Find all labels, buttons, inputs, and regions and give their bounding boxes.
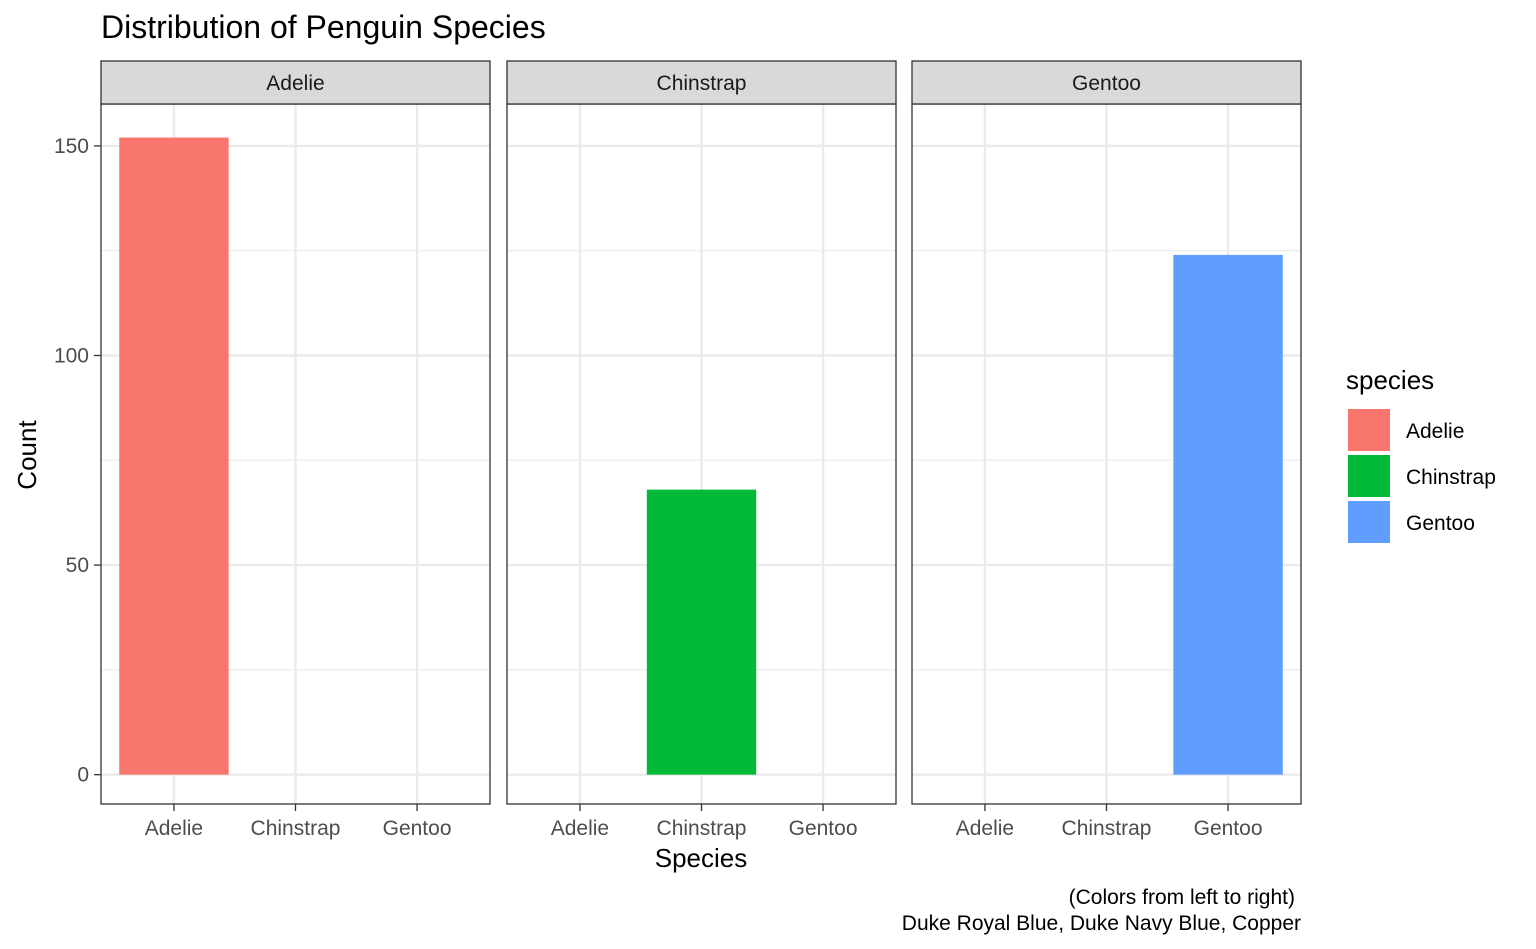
x-tick-label: Gentoo [1194, 817, 1263, 840]
facet-strip [100, 60, 491, 105]
legend-key-chinstrap [1348, 455, 1390, 497]
facet-panel-gentoo: Gentoo Adelie Chinstrap Gentoo [911, 60, 1302, 840]
legend-key-adelie [1348, 409, 1390, 451]
chart-title: Distribution of Penguin Species [101, 9, 546, 45]
y-tick-label: 150 [54, 135, 89, 158]
legend-label: Adelie [1406, 420, 1464, 443]
y-tick-label: 50 [66, 554, 89, 577]
facet-strip-label: Gentoo [1072, 72, 1141, 95]
x-tick-label: Chinstrap [251, 817, 341, 840]
caption-line-1: (Colors from left to right) [1069, 886, 1295, 909]
x-tick-label: Chinstrap [1062, 817, 1152, 840]
bar-chinstrap [646, 489, 757, 775]
bar-gentoo [1173, 254, 1283, 775]
x-tick-label: Adelie [551, 817, 609, 840]
facet-strip [911, 60, 1302, 105]
legend-title: species [1346, 365, 1434, 395]
facet-panel-chinstrap: Chinstrap Adelie Chinstrap Gentoo [506, 60, 897, 840]
facet-strip [506, 60, 897, 105]
y-axis-title: Count [12, 420, 42, 490]
x-tick-label: Adelie [956, 817, 1014, 840]
facet-strip-label: Chinstrap [657, 72, 747, 95]
facet-strip-label: Adelie [266, 72, 324, 95]
bar-adelie [119, 137, 229, 775]
x-tick-label: Gentoo [383, 817, 452, 840]
legend: species Adelie Chinstrap Gentoo [1346, 365, 1496, 543]
caption-line-2: Duke Royal Blue, Duke Navy Blue, Copper [902, 912, 1301, 935]
x-tick-label: Gentoo [789, 817, 858, 840]
legend-label: Gentoo [1406, 512, 1475, 535]
legend-label: Chinstrap [1406, 466, 1496, 489]
x-tick-label: Chinstrap [657, 817, 747, 840]
x-axis-title: Species [655, 843, 748, 873]
y-tick-label: 0 [77, 764, 89, 787]
x-tick-label: Adelie [145, 817, 203, 840]
y-tick-label: 100 [54, 344, 89, 367]
legend-key-gentoo [1348, 501, 1390, 543]
facet-panel-adelie: Adelie Adelie Chinstrap Gentoo [100, 60, 491, 840]
